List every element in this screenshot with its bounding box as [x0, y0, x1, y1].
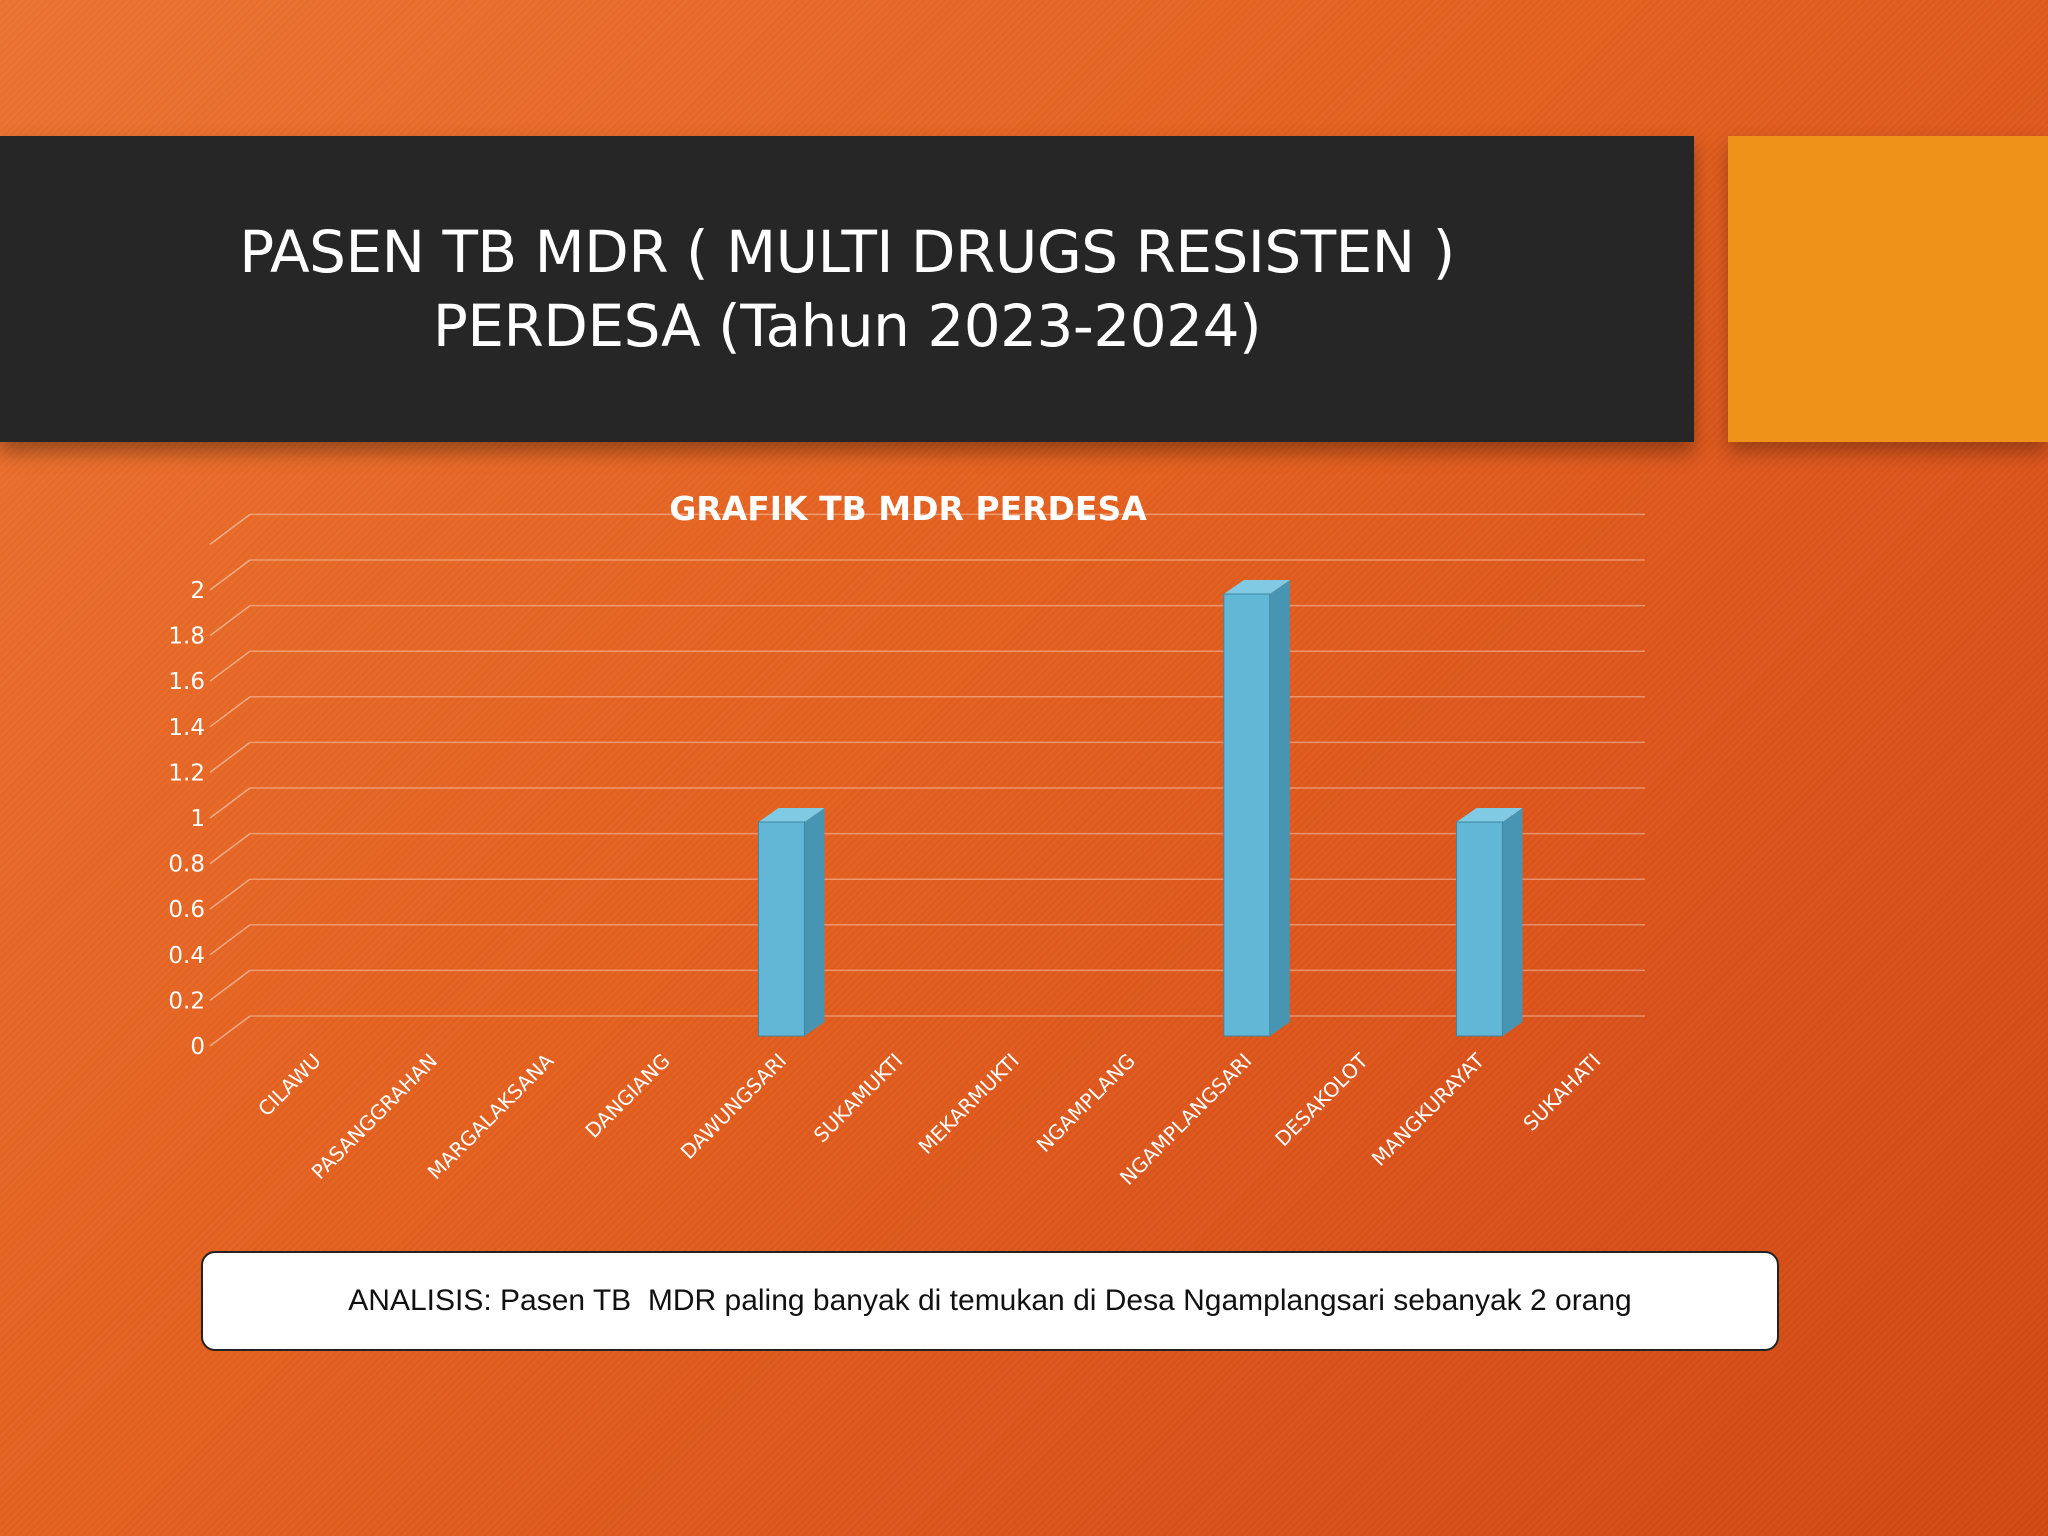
x-tick-label: DAWUNGSARI	[676, 1049, 791, 1164]
y-tick-label: 0.8	[168, 852, 205, 878]
y-tick-label: 2	[190, 578, 205, 604]
slide-title-line-1: PASEN TB MDR ( MULTI DRUGS RESISTEN )	[239, 218, 1455, 286]
gridline-diagonal	[209, 741, 251, 774]
gridline-diagonal	[209, 696, 251, 728]
bar-side-face	[1502, 808, 1523, 1036]
bar-front-face	[1223, 593, 1271, 1037]
bar	[1456, 808, 1523, 1037]
y-tick-label: 1.2	[168, 760, 205, 786]
bar-top-face	[758, 808, 825, 822]
gridline-diagonal	[209, 832, 251, 865]
gridline-diagonal	[209, 969, 251, 1002]
bar-front-face	[1456, 821, 1503, 1037]
x-tick-label: SUKAMUKTI	[809, 1049, 908, 1148]
x-tick-label: NGAMPLANG	[1032, 1049, 1140, 1157]
x-tick-label: MANGKURAYAT	[1367, 1048, 1490, 1171]
x-tick-label: MEKARMUKTI	[914, 1049, 1024, 1159]
y-axis-ticks: 0 0.2 0.4 0.6 0.8 1 1.2 1.4 1.6 1.8 2	[168, 578, 205, 1060]
gridline-diagonal	[209, 878, 251, 910]
y-tick-label: 0.2	[168, 988, 205, 1014]
x-tick-label: CILAWU	[253, 1049, 325, 1121]
bar	[1223, 580, 1290, 1037]
bar-top-face	[1223, 580, 1290, 594]
x-tick-label: MARGALAKSANA	[423, 1048, 559, 1184]
x-tick-label: DESAKOLOT	[1270, 1048, 1373, 1151]
x-tick-label: NGAMPLANGSARI	[1115, 1049, 1256, 1190]
chart-grid	[209, 513, 1645, 1047]
y-tick-label: 0	[190, 1034, 205, 1060]
bar-top-face	[1456, 808, 1523, 822]
bar-side-face	[804, 808, 825, 1036]
y-tick-label: 1.8	[168, 624, 205, 650]
analysis-text: ANALISIS: Pasen TB MDR paling banyak di …	[348, 1284, 1632, 1317]
x-tick-label: DANGIANG	[580, 1049, 674, 1143]
y-tick-label: 0.6	[168, 897, 205, 923]
chart-title: GRAFIK TB MDR PERDESA	[669, 489, 1147, 528]
y-tick-label: 1.6	[168, 669, 205, 695]
gridline-diagonal	[209, 787, 251, 819]
x-tick-label: SUKAHATI	[1518, 1049, 1605, 1136]
slide-title: PASEN TB MDR ( MULTI DRUGS RESISTEN ) PE…	[239, 215, 1455, 363]
bar-front-face	[758, 821, 805, 1037]
slide-title-line-2: PERDESA (Tahun 2023-2024)	[432, 292, 1262, 360]
analysis-box: ANALISIS: Pasen TB MDR paling banyak di …	[201, 1251, 1779, 1351]
bar-side-face	[1269, 580, 1290, 1036]
gridline-diagonal	[209, 604, 251, 637]
bar-chart: 0 0.2 0.4 0.6 0.8 1 1.2 1.4 1.6 1.8 2 CILAWUPASANG…	[168, 489, 1645, 1190]
gridline-diagonal	[209, 650, 251, 682]
bar	[758, 808, 825, 1037]
y-tick-label: 0.4	[168, 943, 205, 969]
chart-bars	[758, 580, 1523, 1037]
gridline-diagonal	[209, 559, 251, 591]
y-tick-label: 1	[190, 806, 205, 832]
gridline-diagonal	[209, 513, 251, 546]
gridline-diagonal	[209, 1015, 251, 1047]
x-tick-label: PASANGGRAHAN	[307, 1049, 442, 1184]
accent-block	[1728, 136, 2048, 442]
y-tick-label: 1.4	[168, 715, 205, 741]
gridline-diagonal	[209, 924, 251, 956]
title-bar: PASEN TB MDR ( MULTI DRUGS RESISTEN ) PE…	[0, 136, 1694, 442]
